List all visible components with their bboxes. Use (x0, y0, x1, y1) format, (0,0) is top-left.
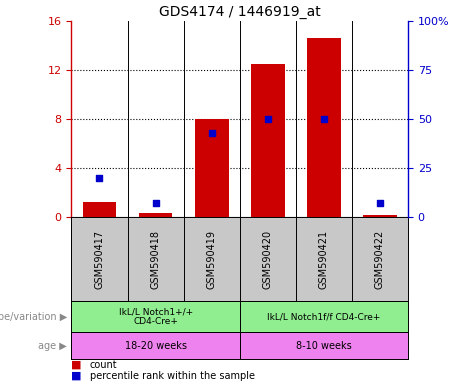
Text: GSM590418: GSM590418 (151, 230, 160, 289)
Text: ■: ■ (71, 360, 82, 370)
Bar (71, 301, 240, 332)
Point (152, 200, 160, 206)
Point (320, 116, 327, 122)
Bar (195, 119, 229, 217)
Text: GSM590422: GSM590422 (375, 230, 385, 289)
Bar (240, 332, 408, 359)
Bar (240, 301, 408, 332)
Text: ■: ■ (71, 371, 82, 381)
Text: age ▶: age ▶ (38, 341, 67, 351)
Point (264, 116, 272, 122)
Point (376, 200, 384, 206)
Title: GDS4174 / 1446919_at: GDS4174 / 1446919_at (159, 5, 320, 19)
Bar (139, 213, 172, 217)
Text: percentile rank within the sample: percentile rank within the sample (90, 371, 255, 381)
Text: 18-20 weeks: 18-20 weeks (124, 341, 187, 351)
Text: GSM590420: GSM590420 (263, 230, 273, 289)
Bar (71, 332, 240, 359)
Bar (307, 38, 341, 217)
Text: IkL/L Notch1+/+
CD4-Cre+: IkL/L Notch1+/+ CD4-Cre+ (118, 307, 193, 326)
Text: GSM590419: GSM590419 (207, 230, 217, 289)
Bar (363, 215, 397, 217)
Point (208, 130, 215, 136)
Bar (83, 202, 116, 217)
Text: count: count (90, 360, 118, 370)
Bar (251, 64, 284, 217)
Text: IkL/L Notch1f/f CD4-Cre+: IkL/L Notch1f/f CD4-Cre+ (267, 312, 380, 321)
Text: GSM590417: GSM590417 (95, 230, 105, 289)
Text: GSM590421: GSM590421 (319, 230, 329, 289)
Text: genotype/variation ▶: genotype/variation ▶ (0, 312, 67, 322)
Point (96, 175, 103, 181)
Text: 8-10 weeks: 8-10 weeks (296, 341, 352, 351)
